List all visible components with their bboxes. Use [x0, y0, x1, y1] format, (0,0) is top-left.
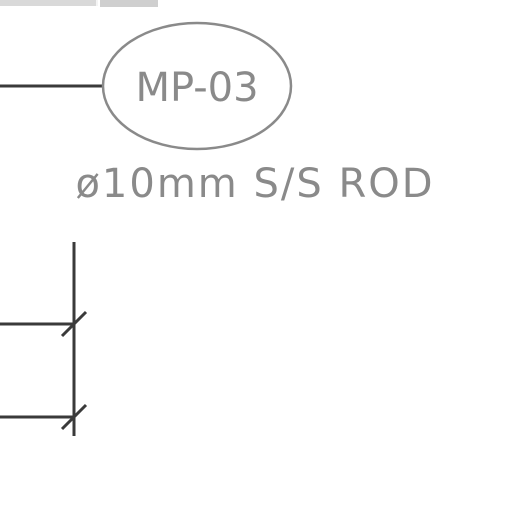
tag-bubble [101, 21, 293, 151]
toolbar-segment [0, 0, 96, 6]
tick-mark-upper [60, 310, 88, 338]
toolbar-strip [0, 0, 158, 7]
dimension-group [0, 242, 88, 436]
toolbar-segment [100, 0, 158, 7]
tag-label: MP-03 [135, 65, 258, 111]
tick-mark-lower [60, 403, 88, 431]
spec-label: ø10mm S/S ROD [75, 161, 434, 207]
